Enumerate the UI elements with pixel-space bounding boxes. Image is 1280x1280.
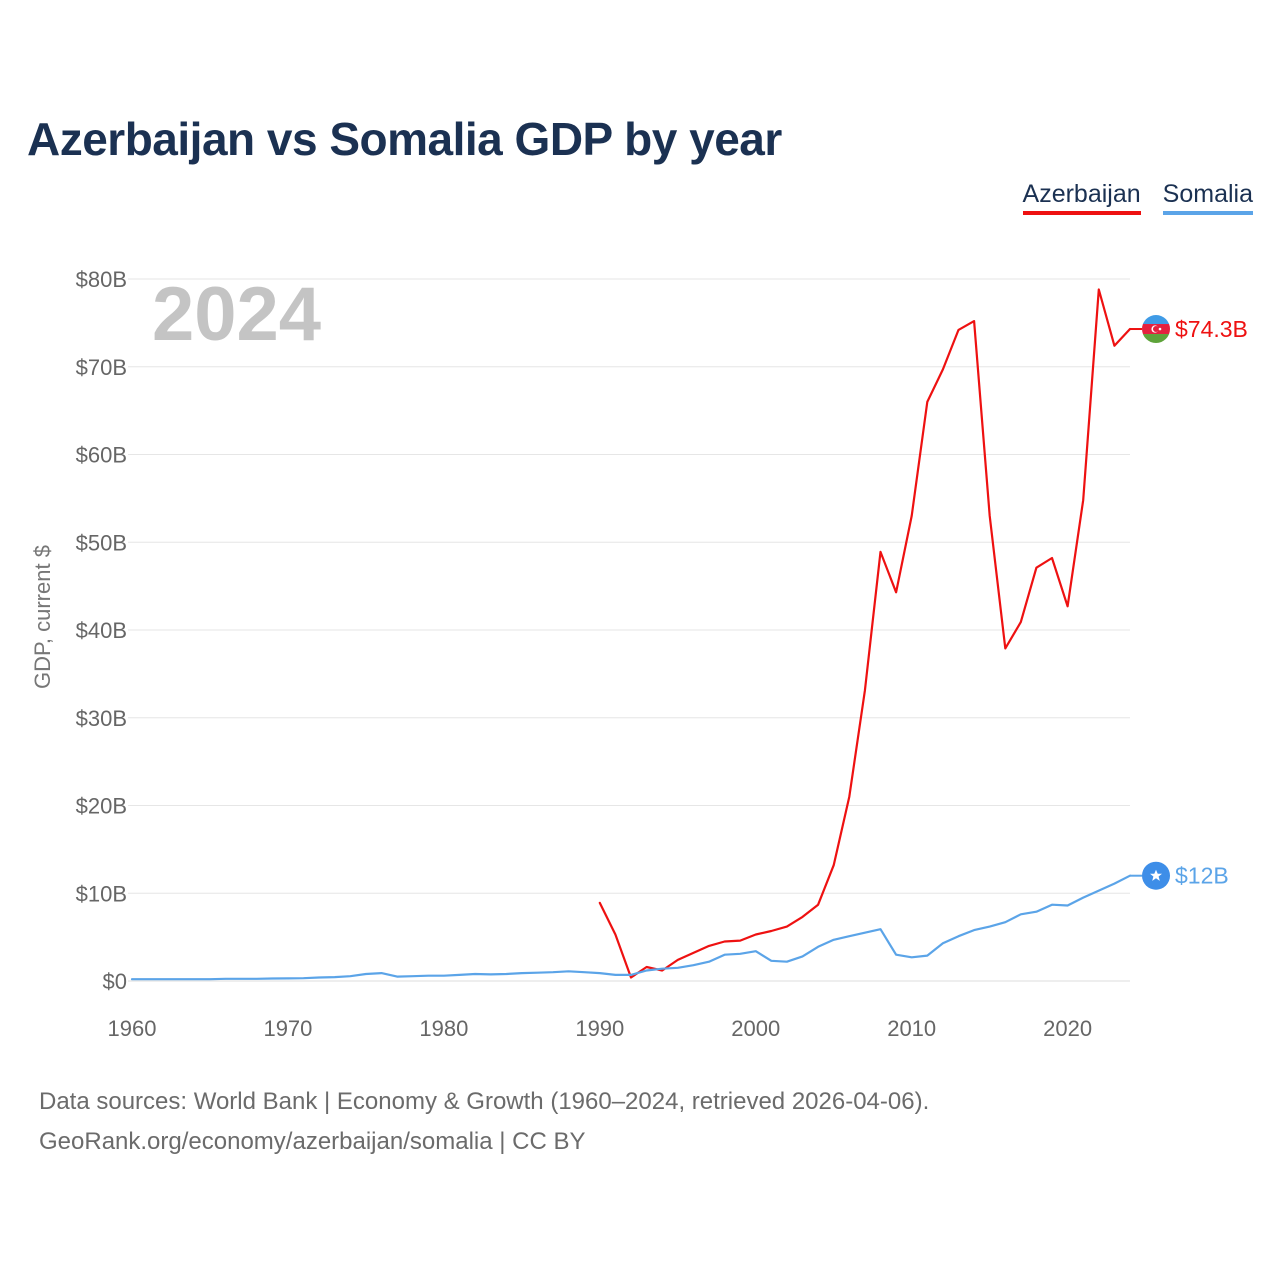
legend-item-somalia[interactable]: Somalia [1162, 180, 1253, 215]
x-tick-label: 1980 [419, 1016, 468, 1041]
legend-item-azerbaijan[interactable]: Azerbaijan [1022, 180, 1141, 215]
y-tick-label: $80B [76, 267, 127, 292]
series-lines [130, 288, 1132, 981]
series-line-somalia [130, 874, 1132, 981]
source-line: Data sources: World Bank | Economy & Gro… [39, 1088, 930, 1115]
y-tick-label: $20B [76, 794, 127, 819]
y-axis-label: GDP, current $ [30, 545, 55, 689]
y-tick-label: $30B [76, 706, 127, 731]
y-tick-label: $0 [103, 969, 127, 994]
y-tick-label: $40B [76, 618, 127, 643]
x-tick-label: 2000 [731, 1016, 780, 1041]
end-label-azerbaijan: $74.3B [1175, 316, 1248, 342]
x-tick-label: 1990 [575, 1016, 624, 1041]
y-tick-label: $10B [76, 881, 127, 906]
source-link[interactable]: GeoRank.org/economy/azerbaijan/somalia |… [39, 1128, 586, 1155]
page-title: Azerbaijan vs Somalia GDP by year [27, 113, 782, 165]
x-tick-label: 2020 [1043, 1016, 1092, 1041]
y-tick-label: $60B [76, 443, 127, 468]
gridlines [128, 278, 1130, 982]
year-watermark: 2024 [152, 272, 321, 357]
y-tick-label: $50B [76, 530, 127, 555]
series-end-markers: $74.3B $12B [1130, 315, 1248, 890]
y-axis-ticks: $0 $10B $20B $30B $40B $50B $60B $70B $80B [76, 267, 127, 994]
somalia-flag-icon [1142, 861, 1170, 890]
azerbaijan-flag-icon [1142, 315, 1170, 344]
x-axis-ticks: 1960 1970 1980 1990 2000 2010 2020 [108, 1016, 1093, 1041]
x-tick-label: 2010 [887, 1016, 936, 1041]
source-note: Data sources: World Bank | Economy & Gro… [39, 1082, 929, 1162]
x-tick-label: 1970 [263, 1016, 312, 1041]
end-label-somalia: $12B [1175, 863, 1229, 889]
y-tick-label: $70B [76, 355, 127, 380]
series-line-azerbaijan [598, 288, 1132, 979]
legend: Azerbaijan Somalia [1022, 180, 1253, 215]
x-tick-label: 1960 [108, 1016, 157, 1041]
